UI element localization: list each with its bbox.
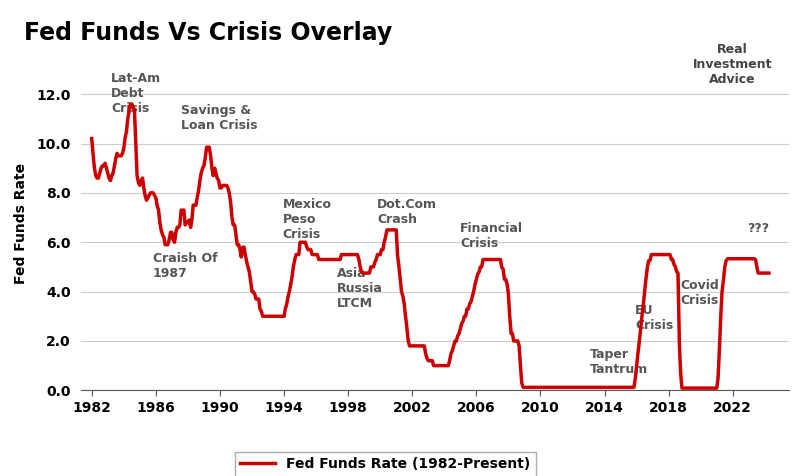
Text: Real
Investment
Advice: Real Investment Advice	[693, 43, 772, 86]
Text: Fed Funds Vs Crisis Overlay: Fed Funds Vs Crisis Overlay	[24, 21, 392, 45]
Text: Covid
Crisis: Covid Crisis	[680, 279, 719, 307]
Text: ???: ???	[747, 222, 770, 236]
Y-axis label: Fed Funds Rate: Fed Funds Rate	[14, 163, 28, 284]
Text: Dot.Com
Crash: Dot.Com Crash	[377, 198, 437, 226]
Text: Taper
Tantrum: Taper Tantrum	[590, 348, 648, 377]
Text: Savings &
Loan Crisis: Savings & Loan Crisis	[181, 104, 258, 132]
Legend: Fed Funds Rate (1982-Present): Fed Funds Rate (1982-Present)	[234, 452, 535, 476]
Text: Asia
Russia
LTCM: Asia Russia LTCM	[337, 267, 383, 310]
Text: EU
Crisis: EU Crisis	[635, 304, 673, 332]
Text: Financial
Crisis: Financial Crisis	[460, 222, 523, 250]
Text: Lat-Am
Debt
Crisis: Lat-Am Debt Crisis	[111, 72, 161, 115]
Text: Craish Of
1987: Craish Of 1987	[153, 252, 217, 280]
Text: Mexico
Peso
Crisis: Mexico Peso Crisis	[283, 198, 332, 241]
